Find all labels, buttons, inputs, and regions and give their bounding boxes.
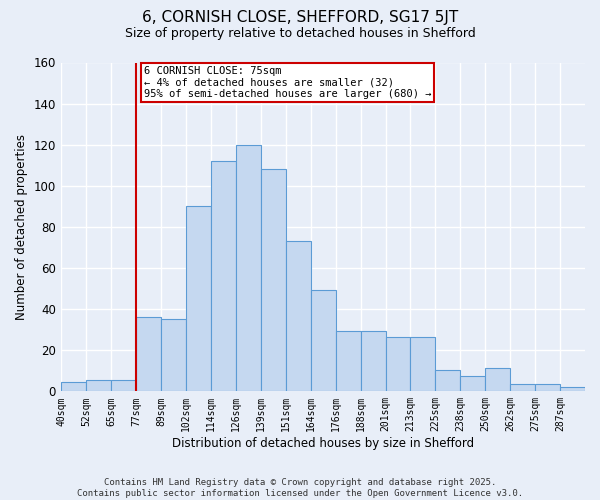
Bar — [336, 331, 361, 390]
Bar — [261, 169, 286, 390]
Bar — [460, 376, 485, 390]
Bar — [136, 317, 161, 390]
Bar — [361, 331, 386, 390]
Text: Contains HM Land Registry data © Crown copyright and database right 2025.
Contai: Contains HM Land Registry data © Crown c… — [77, 478, 523, 498]
Bar — [510, 384, 535, 390]
Y-axis label: Number of detached properties: Number of detached properties — [15, 134, 28, 320]
Text: 6 CORNISH CLOSE: 75sqm
← 4% of detached houses are smaller (32)
95% of semi-deta: 6 CORNISH CLOSE: 75sqm ← 4% of detached … — [144, 66, 431, 99]
X-axis label: Distribution of detached houses by size in Shefford: Distribution of detached houses by size … — [172, 437, 475, 450]
Text: Size of property relative to detached houses in Shefford: Size of property relative to detached ho… — [125, 28, 475, 40]
Bar — [436, 370, 460, 390]
Bar — [386, 338, 410, 390]
Bar — [535, 384, 560, 390]
Bar — [86, 380, 112, 390]
Bar — [186, 206, 211, 390]
Bar — [485, 368, 510, 390]
Text: 6, CORNISH CLOSE, SHEFFORD, SG17 5JT: 6, CORNISH CLOSE, SHEFFORD, SG17 5JT — [142, 10, 458, 25]
Bar — [211, 161, 236, 390]
Bar — [410, 338, 436, 390]
Bar — [61, 382, 86, 390]
Bar — [311, 290, 336, 390]
Bar — [112, 380, 136, 390]
Bar — [286, 241, 311, 390]
Bar — [560, 386, 585, 390]
Bar — [236, 144, 261, 390]
Bar — [161, 319, 186, 390]
